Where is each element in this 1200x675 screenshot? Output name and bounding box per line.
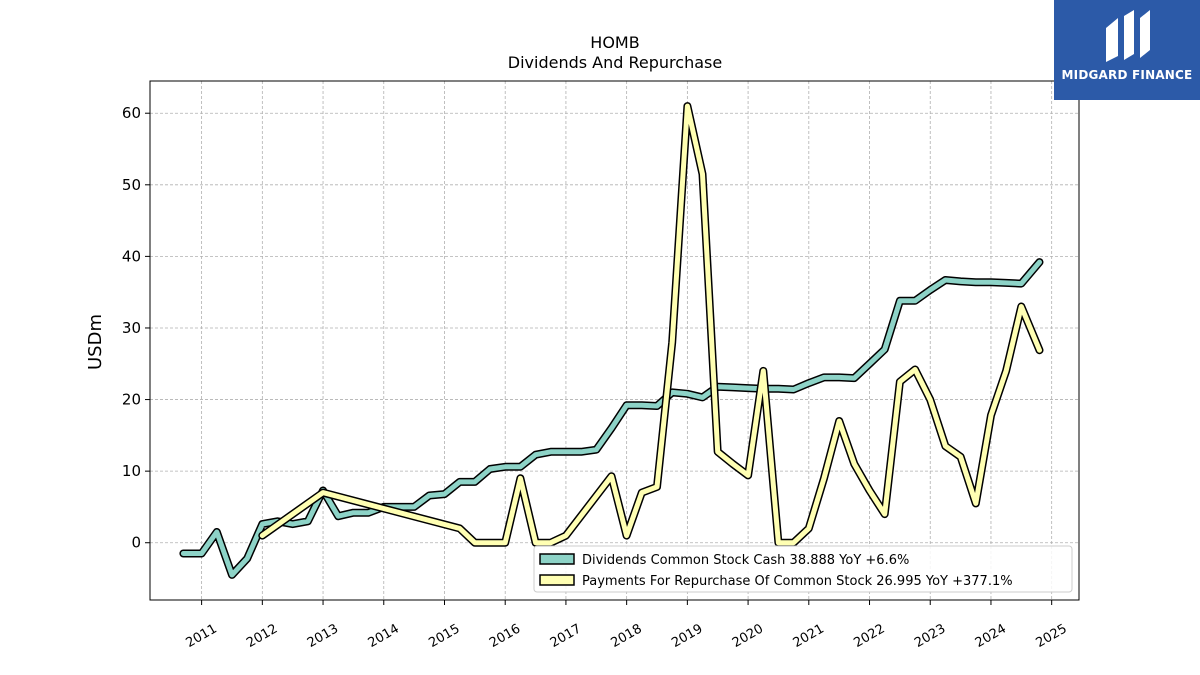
chart-subtitle: Dividends And Repurchase (508, 53, 722, 72)
x-tick-label: 2023 (912, 621, 948, 651)
x-tick-label: 2021 (791, 621, 827, 651)
x-tick-label: 2015 (426, 621, 462, 651)
y-tick-label: 40 (122, 247, 141, 265)
x-tick-label: 2017 (548, 621, 584, 651)
series-line-1 (259, 103, 1042, 546)
x-tick-label: 2020 (730, 621, 766, 651)
x-axis: 2011 2012 2013 2014 2015 2016 2017 2018 2019 2020… (183, 600, 1070, 651)
x-tick-label: 2013 (305, 621, 341, 651)
x-tick-label: 2016 (487, 621, 523, 651)
y-tick-label: 10 (122, 462, 141, 480)
y-tick-label: 50 (122, 176, 141, 194)
x-tick-label: 2014 (366, 621, 402, 651)
x-tick-label: 2022 (851, 621, 887, 651)
brand-name: MIDGARD FINANCE (1061, 68, 1193, 82)
y-tick-label: 60 (122, 104, 141, 122)
logo-mark-icon (1106, 10, 1150, 62)
legend-swatch-1 (539, 574, 575, 586)
y-tick-label: 30 (122, 319, 141, 337)
plot-frame (149, 80, 1080, 601)
brand-logo: MIDGARD FINANCE (1054, 0, 1200, 100)
y-tick-label: 0 (131, 534, 141, 552)
chart-title: HOMB (590, 33, 639, 52)
y-tick-label: 20 (122, 391, 141, 409)
series-layer (179, 102, 1044, 579)
y-axis: 0 10 20 30 40 50 60 (122, 104, 150, 552)
x-tick-label: 2011 (183, 621, 219, 651)
legend: Dividends Common Stock Cash 38.888 YoY +… (533, 545, 1073, 593)
y-axis-label: USDm (85, 314, 106, 370)
x-tick-label: 2012 (244, 621, 280, 651)
x-tick-label: 2025 (1034, 621, 1070, 651)
legend-box (533, 545, 1073, 593)
x-tick-label: 2018 (608, 621, 644, 651)
series-outline-1 (258, 102, 1044, 547)
legend-swatch-0 (539, 553, 575, 565)
legend-entry-0: Dividends Common Stock Cash 38.888 YoY +… (582, 553, 909, 568)
series-line-0 (180, 259, 1042, 578)
series-outline-0 (179, 258, 1044, 579)
x-tick-label: 2024 (973, 621, 1009, 651)
x-tick-label: 2019 (669, 621, 705, 651)
legend-entry-1: Payments For Repurchase Of Common Stock … (582, 574, 1013, 589)
